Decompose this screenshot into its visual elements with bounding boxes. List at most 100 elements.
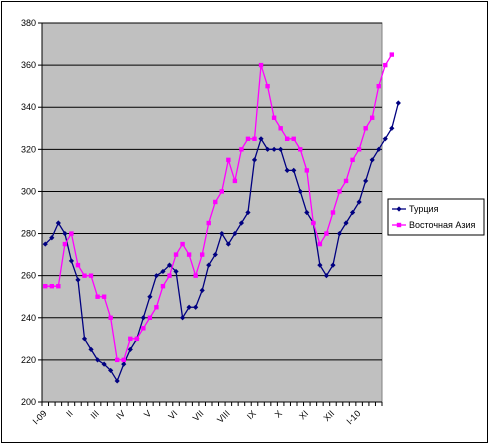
data-point (160, 268, 166, 275)
y-tick-label: 240 (21, 313, 36, 323)
data-point (389, 125, 395, 131)
data-point (369, 157, 375, 163)
data-point (56, 283, 61, 289)
series-east-asia (43, 52, 395, 363)
data-point (62, 230, 68, 237)
data-point (337, 189, 342, 194)
x-tick-label: VI (166, 408, 179, 421)
data-point (363, 126, 368, 131)
data-point (101, 294, 107, 299)
data-point (81, 336, 88, 342)
legend-box (387, 198, 485, 236)
data-point (166, 262, 173, 268)
data-point (278, 146, 284, 152)
legend-label: Турция (409, 204, 439, 214)
legend-marker (396, 206, 402, 212)
data-point (363, 178, 369, 184)
data-point (336, 230, 343, 237)
data-point (121, 361, 127, 367)
data-point (180, 241, 185, 247)
data-point (265, 83, 270, 89)
data-point (330, 262, 336, 268)
series-layer (42, 52, 401, 384)
data-point (114, 357, 120, 363)
data-point (297, 188, 303, 195)
data-point (186, 304, 192, 310)
data-point (232, 230, 238, 237)
data-point (68, 258, 75, 264)
data-point (317, 241, 323, 247)
data-point (238, 220, 245, 226)
data-point (343, 178, 349, 184)
data-point (173, 252, 179, 257)
data-point (343, 220, 349, 226)
y-tick-label: 320 (21, 144, 36, 154)
data-point (108, 315, 113, 320)
data-point (75, 262, 81, 268)
data-point (219, 230, 225, 237)
data-point (239, 147, 244, 152)
data-point (49, 283, 55, 289)
data-point (43, 283, 48, 289)
data-point (258, 136, 264, 142)
y-tick-label: 260 (21, 271, 36, 281)
data-point (311, 220, 316, 226)
x-tick-label: VIII (215, 408, 232, 425)
y-tick-label: 280 (21, 229, 36, 239)
data-point (245, 136, 251, 142)
data-point (88, 346, 94, 352)
data-point (304, 168, 310, 173)
data-point (49, 235, 55, 241)
data-point (356, 199, 362, 205)
data-point (127, 346, 133, 352)
data-point (383, 62, 388, 68)
data-point (232, 178, 238, 184)
data-point (212, 252, 218, 258)
data-point (206, 220, 211, 226)
data-point (88, 273, 94, 278)
x-tick-label: V (142, 408, 153, 419)
data-point (323, 273, 330, 279)
data-point (258, 62, 264, 68)
data-point (213, 199, 218, 205)
y-tick-label: 360 (21, 60, 36, 70)
data-point (193, 304, 199, 310)
data-point (134, 336, 140, 342)
data-point (75, 277, 81, 283)
y-tick-label: 200 (21, 397, 36, 407)
data-point (376, 146, 382, 152)
legend-marker (396, 222, 402, 228)
data-point (298, 147, 303, 152)
data-point (284, 167, 290, 173)
data-point (271, 146, 277, 152)
x-tick-label: VII (191, 408, 206, 423)
x-tick-label: XII (322, 408, 337, 423)
data-point (199, 252, 205, 257)
data-point (206, 262, 212, 268)
data-point (324, 231, 329, 236)
data-point (55, 220, 61, 226)
data-point (140, 315, 146, 321)
data-point (252, 136, 257, 142)
data-point (153, 273, 160, 279)
x-tick-label: III (89, 408, 101, 420)
data-point (186, 252, 192, 257)
data-point (245, 209, 251, 216)
data-point (101, 361, 107, 367)
data-point (95, 294, 100, 299)
legend: Турция Восточная Азия (387, 198, 485, 236)
y-tick-label: 220 (21, 355, 36, 365)
y-tick-label: 340 (21, 102, 36, 112)
data-point (304, 209, 310, 216)
data-point (154, 305, 159, 310)
data-point (193, 273, 198, 278)
data-point (114, 378, 120, 384)
x-tick-label: IX (245, 408, 258, 421)
data-point (395, 100, 401, 106)
data-point (350, 157, 355, 163)
data-point (376, 83, 381, 89)
x-tick-label: IV (114, 408, 127, 421)
data-point (82, 273, 87, 278)
